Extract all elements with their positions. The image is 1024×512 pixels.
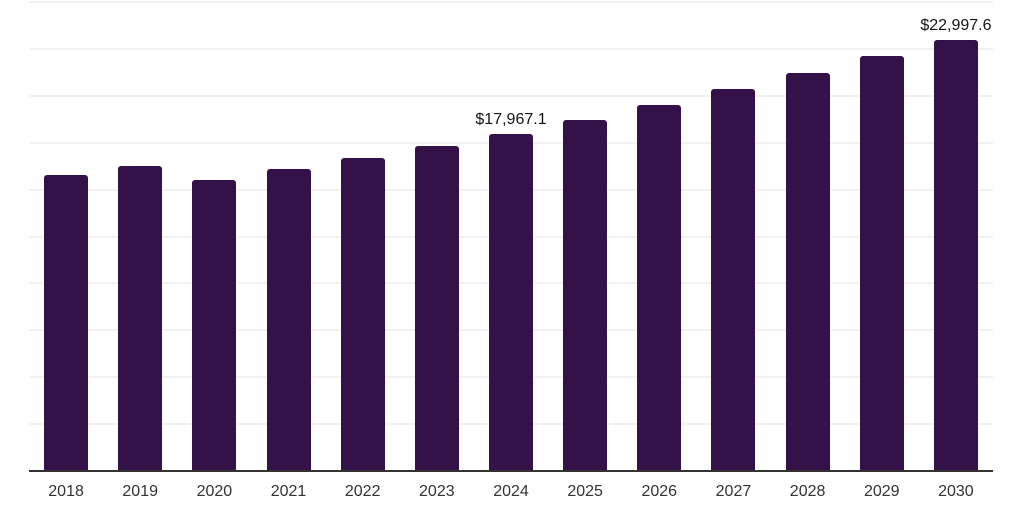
data-label-2024: $17,967.1 <box>475 110 547 128</box>
bar-2019 <box>118 165 163 471</box>
bar-2028 <box>785 73 830 471</box>
x-tick-label-2024: 2024 <box>493 483 529 500</box>
x-tick-label-2029: 2029 <box>863 483 900 500</box>
x-tick-label-2025: 2025 <box>567 483 603 500</box>
x-tick-label-2028: 2028 <box>789 483 826 500</box>
bar-2030 <box>933 39 978 471</box>
x-tick-label-2018: 2018 <box>48 483 84 500</box>
bar-2025 <box>563 119 608 471</box>
gridline-20000 <box>29 94 993 97</box>
x-tick-label-2021: 2021 <box>270 483 307 500</box>
bar-2023 <box>414 145 459 471</box>
x-tick-label-2020: 2020 <box>196 483 233 500</box>
bar-2022 <box>340 158 385 471</box>
bar-2021 <box>266 169 311 471</box>
x-tick-label-2026: 2026 <box>641 483 678 500</box>
x-tick-label-2027: 2027 <box>715 483 752 500</box>
gridline-22500 <box>29 47 993 50</box>
data-label-2030: $22,997.6 <box>920 16 992 34</box>
bar-2029 <box>859 56 904 471</box>
x-tick-label-2030: 2030 <box>938 483 974 500</box>
bar-2020 <box>192 180 237 471</box>
x-axis-line <box>29 470 993 472</box>
x-tick-label-2023: 2023 <box>419 483 455 500</box>
bar-2018 <box>44 174 89 471</box>
bar-2027 <box>711 89 756 471</box>
x-tick-label-2022: 2022 <box>344 483 381 500</box>
bar-2024 <box>489 133 533 471</box>
x-tick-label-2019: 2019 <box>122 483 158 500</box>
gridline-25000 <box>29 1 993 3</box>
bar-2026 <box>637 104 682 471</box>
